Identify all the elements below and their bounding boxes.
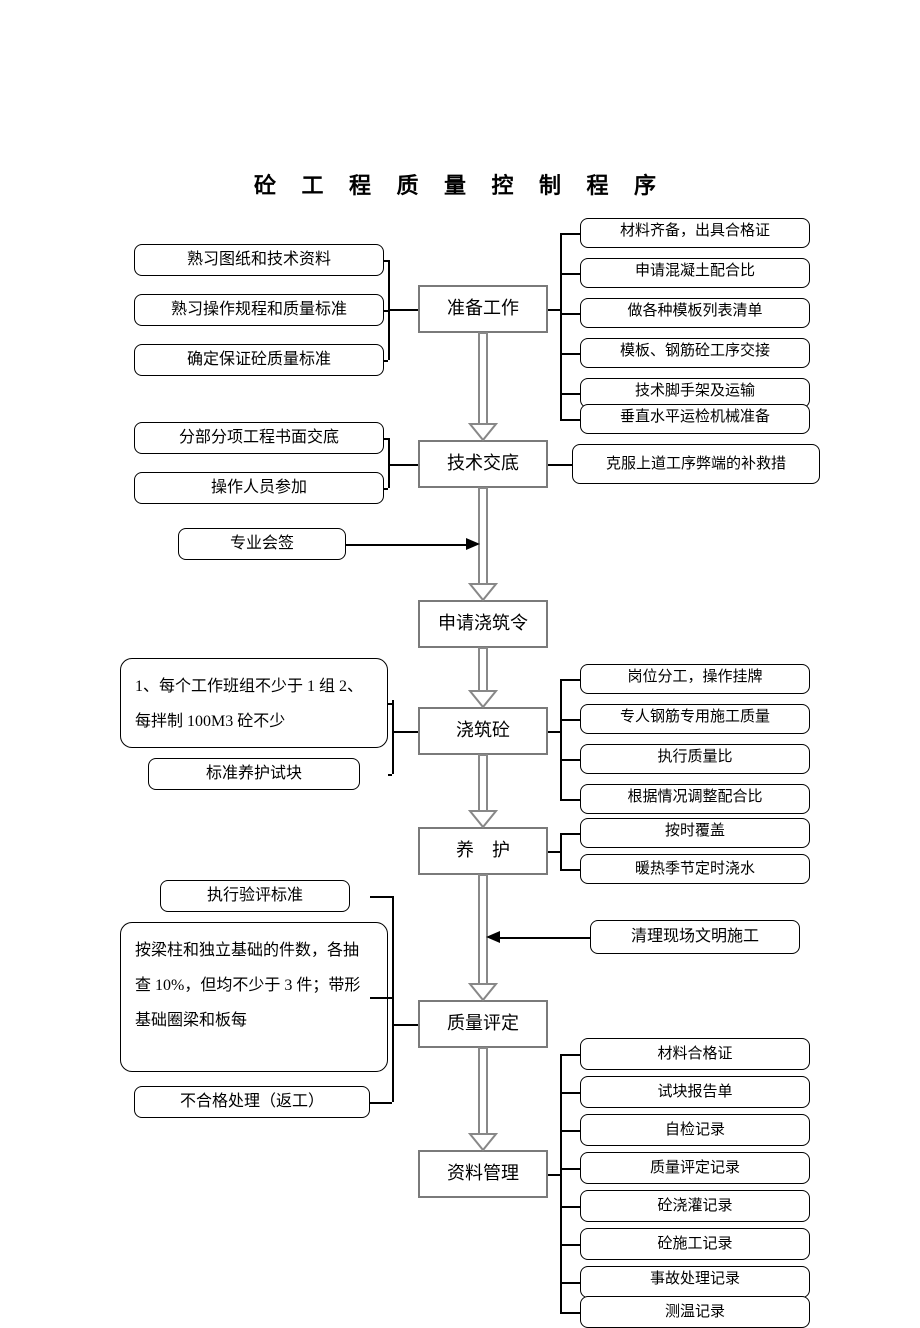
left-item: 按梁柱和独立基础的件数，各抽查 10%，但均不少于 3 件；带形基础圈梁和板每 [120,922,388,1072]
left-item: 操作人员参加 [134,472,384,504]
main-step-qual: 质量评定 [418,1000,548,1048]
right-item: 砼浇灌记录 [580,1190,810,1222]
right-item: 测温记录 [580,1296,810,1328]
left-item: 确定保证砼质量标准 [134,344,384,376]
main-step-tech: 技术交底 [418,440,548,488]
left-item: 不合格处理（返工） [134,1086,370,1118]
main-step-pour: 浇筑砼 [418,707,548,755]
main-step-cure: 养 护 [418,827,548,875]
right-item: 做各种模板列表清单 [580,298,810,328]
page-title: 砼 工 程 质 量 控 制 程 序 [0,168,920,200]
right-item: 试块报告单 [580,1076,810,1108]
right-item: 事故处理记录 [580,1266,810,1298]
right-item: 自检记录 [580,1114,810,1146]
main-step-apply: 申请浇筑令 [418,600,548,648]
right-item: 克服上道工序弊端的补救措 [572,444,820,484]
left-item: 执行验评标准 [160,880,350,912]
left-item: 熟习操作规程和质量标准 [134,294,384,326]
right-item: 专人钢筋专用施工质量 [580,704,810,734]
right-item: 材料合格证 [580,1038,810,1070]
right-item: 根据情况调整配合比 [580,784,810,814]
left-item: 标准养护试块 [148,758,360,790]
right-item: 申请混凝土配合比 [580,258,810,288]
main-step-prep: 准备工作 [418,285,548,333]
right-item: 按时覆盖 [580,818,810,848]
right-item-cleanup: 清理现场文明施工 [590,920,800,954]
right-item: 执行质量比 [580,744,810,774]
right-item: 岗位分工，操作挂牌 [580,664,810,694]
right-item: 暖热季节定时浇水 [580,854,810,884]
main-step-doc: 资料管理 [418,1150,548,1198]
left-item: 1、每个工作班组不少于 1 组 2、每拌制 100M3 砼不少 [120,658,388,748]
right-item: 垂直水平运检机械准备 [580,404,810,434]
right-item: 质量评定记录 [580,1152,810,1184]
right-item: 材料齐备，出具合格证 [580,218,810,248]
left-item: 熟习图纸和技术资料 [134,244,384,276]
right-item: 砼施工记录 [580,1228,810,1260]
left-item: 分部分项工程书面交底 [134,422,384,454]
left-item: 专业会签 [178,528,346,560]
right-item: 模板、钢筋砼工序交接 [580,338,810,368]
